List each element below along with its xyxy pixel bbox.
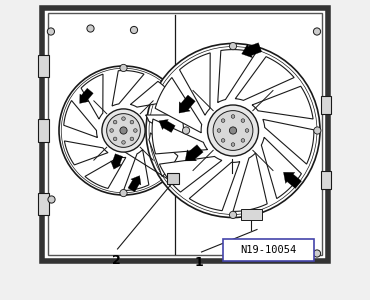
- Circle shape: [313, 28, 320, 35]
- Polygon shape: [85, 157, 126, 188]
- Circle shape: [221, 119, 225, 122]
- Circle shape: [229, 43, 236, 50]
- Polygon shape: [146, 115, 184, 141]
- Circle shape: [113, 137, 117, 141]
- Circle shape: [313, 250, 320, 257]
- Polygon shape: [189, 162, 240, 211]
- Circle shape: [217, 129, 221, 132]
- Bar: [240, 209, 262, 220]
- Polygon shape: [179, 53, 210, 115]
- Bar: [38, 193, 50, 215]
- Circle shape: [213, 111, 253, 150]
- Circle shape: [231, 115, 235, 118]
- Text: 1: 1: [195, 256, 204, 269]
- FancyArrow shape: [242, 43, 262, 58]
- Circle shape: [107, 114, 140, 147]
- Circle shape: [208, 105, 259, 156]
- Circle shape: [47, 28, 54, 35]
- Polygon shape: [131, 81, 175, 107]
- FancyArrow shape: [159, 119, 175, 133]
- Polygon shape: [235, 57, 294, 100]
- Polygon shape: [149, 133, 178, 176]
- Circle shape: [59, 66, 188, 195]
- FancyArrow shape: [128, 176, 141, 192]
- Circle shape: [122, 141, 125, 144]
- Circle shape: [241, 139, 245, 142]
- Circle shape: [120, 64, 127, 71]
- Polygon shape: [155, 77, 202, 133]
- Bar: [43, 8, 327, 261]
- Polygon shape: [81, 74, 103, 119]
- Bar: [48, 14, 322, 255]
- Polygon shape: [112, 70, 144, 106]
- Bar: [38, 55, 50, 77]
- FancyArrow shape: [179, 95, 195, 113]
- Text: 2: 2: [112, 254, 120, 266]
- Circle shape: [314, 127, 321, 134]
- Polygon shape: [263, 119, 314, 164]
- Polygon shape: [64, 100, 97, 137]
- Circle shape: [245, 129, 249, 132]
- Polygon shape: [159, 157, 222, 192]
- Polygon shape: [152, 119, 208, 154]
- FancyArrow shape: [111, 154, 122, 169]
- Circle shape: [182, 127, 190, 134]
- Polygon shape: [261, 137, 302, 199]
- Bar: [320, 96, 331, 114]
- Circle shape: [146, 44, 320, 218]
- Circle shape: [122, 117, 125, 120]
- Polygon shape: [64, 141, 108, 165]
- Circle shape: [87, 25, 94, 32]
- Bar: [38, 119, 50, 142]
- Circle shape: [113, 120, 117, 124]
- Circle shape: [231, 143, 235, 146]
- FancyArrow shape: [185, 145, 203, 161]
- Circle shape: [221, 139, 225, 142]
- Circle shape: [241, 119, 245, 122]
- Circle shape: [130, 26, 138, 34]
- Polygon shape: [218, 50, 256, 103]
- FancyArrow shape: [283, 172, 302, 188]
- Text: N19-10054: N19-10054: [240, 244, 296, 255]
- Circle shape: [229, 127, 236, 134]
- Bar: [167, 173, 179, 184]
- Circle shape: [229, 211, 236, 218]
- Polygon shape: [233, 153, 267, 212]
- Circle shape: [110, 129, 114, 132]
- Circle shape: [120, 190, 127, 197]
- FancyBboxPatch shape: [222, 238, 314, 261]
- Polygon shape: [252, 86, 313, 119]
- Circle shape: [48, 196, 55, 203]
- Circle shape: [130, 120, 134, 124]
- FancyArrow shape: [80, 88, 93, 103]
- Circle shape: [120, 127, 127, 134]
- Circle shape: [130, 137, 134, 141]
- Circle shape: [134, 129, 137, 132]
- Polygon shape: [124, 150, 149, 190]
- Circle shape: [102, 109, 145, 152]
- Bar: [320, 171, 331, 189]
